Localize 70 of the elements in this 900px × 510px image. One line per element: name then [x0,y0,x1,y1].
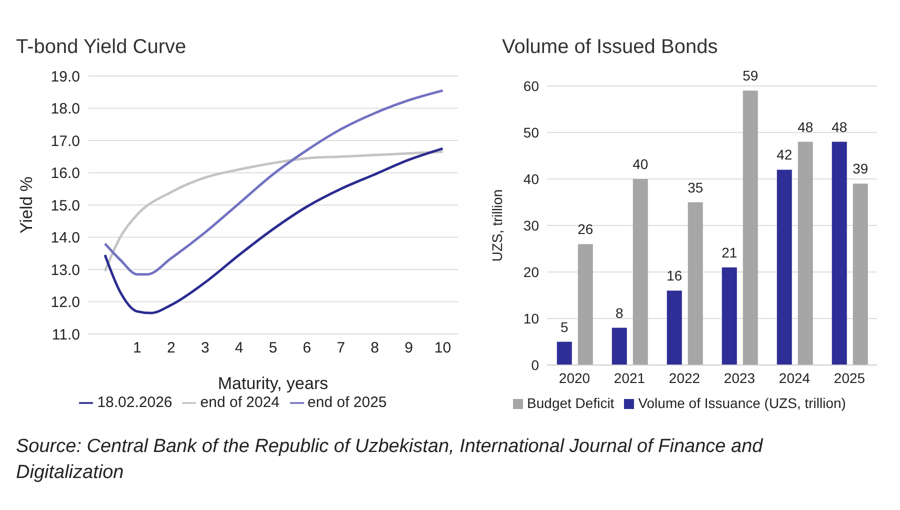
data-label: 16 [666,268,682,284]
line-series [104,89,444,276]
line-series [104,150,444,272]
y-tick-label: 19.0 [50,68,80,86]
x-tick-label: 2021 [614,370,646,386]
y-tick-label: 20 [523,264,540,280]
y-tick-label: 30 [523,217,540,234]
source-note: Source: Central Bank of the Republic of Uzbekistan, International Journal of Finance and Digitalization [16,435,764,485]
legend-label: Volume of Issuance (UZS, trillion) [638,395,846,411]
bar [556,342,572,365]
bar [742,90,758,365]
data-label: 40 [632,156,648,172]
y-tick-label: 60 [523,78,540,94]
x-tick-label: 5 [268,340,278,357]
y-tick-label: 10 [523,310,540,326]
y-tick-label: 14.0 [50,230,80,247]
x-tick-label: 7 [336,340,346,357]
y-tick-label: 11.0 [52,326,80,344]
data-label: 48 [798,118,814,135]
y-tick-label: 0 [531,356,540,373]
y-axis-title: Yield % [17,176,36,234]
legend-label: 18.02.2026 [97,394,172,411]
bar [852,184,868,365]
bar [612,328,627,365]
x-tick-label: 4 [234,340,244,357]
bar [666,290,682,365]
data-label: 48 [832,118,848,135]
x-tick-label: 2022 [668,370,700,386]
bar [688,202,703,365]
y-axis-title: UZS, trillion [488,189,505,262]
x-tick-label: 2023 [724,370,756,386]
legend-label: end of 2025 [308,394,387,411]
data-label: 35 [688,179,704,196]
y-tick-label: 12.0 [50,294,80,312]
legend-label: end of 2024 [200,394,280,411]
y-tick-label: 50 [523,124,540,140]
y-tick-label: 40 [523,170,540,187]
x-tick-label: 2025 [834,370,866,386]
x-tick-label: 10 [434,340,452,357]
x-tick-label: 3 [200,340,210,357]
data-label: 42 [776,146,792,163]
chart-title: T-bond Yield Curve [16,36,188,60]
bar [578,244,593,365]
y-tick-label: 15.0 [50,197,80,214]
data-label: 26 [578,221,594,238]
legend-label: Budget Deficit [527,395,614,411]
y-tick-label: 16.0 [50,165,80,182]
line-series [104,147,444,314]
bar [632,179,648,365]
chart-title: Volume of Issued Bonds [502,36,719,60]
data-label: 39 [852,160,868,177]
bar [832,142,847,365]
x-axis-title: Maturity, years [218,374,328,393]
bar [776,170,792,365]
x-tick-label: 6 [302,340,312,357]
y-tick-label: 17.0 [50,132,80,150]
bar [722,267,737,365]
y-tick-label: 18.0 [50,100,80,118]
x-tick-label: 2024 [778,370,810,386]
x-tick-label: 2020 [558,370,590,386]
data-label: 59 [742,68,758,84]
x-tick-label: 1 [133,340,142,357]
data-label: 8 [616,304,624,321]
x-tick-label: 2 [166,340,176,357]
data-label: 21 [722,244,738,260]
y-tick-label: 13.0 [50,262,80,279]
x-tick-label: 8 [370,340,380,357]
x-tick-label: 9 [404,340,413,357]
bar [798,142,813,365]
data-label: 5 [560,318,568,335]
